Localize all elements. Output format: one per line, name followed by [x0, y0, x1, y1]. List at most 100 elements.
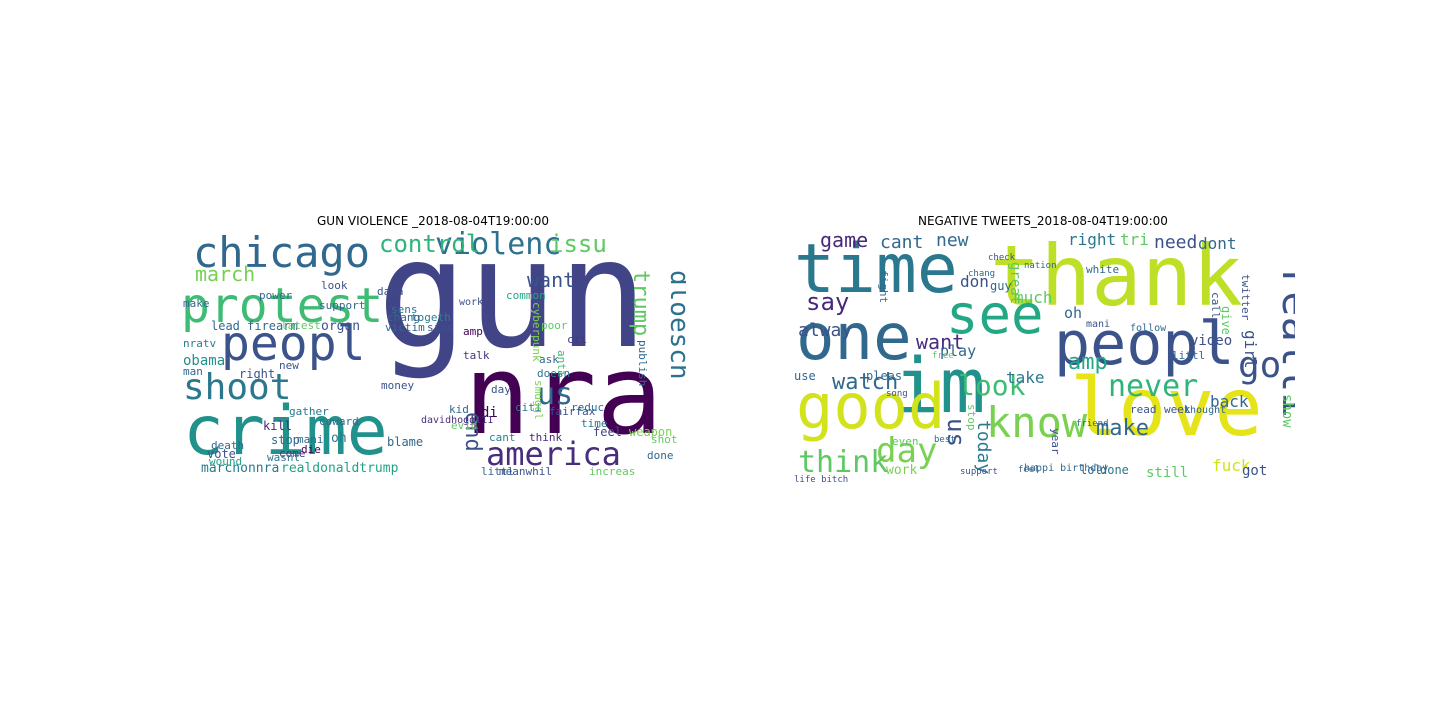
negative-tweets-word-28: tri [1120, 230, 1149, 249]
gun-violence-word-77: chang [387, 311, 421, 324]
negative-tweets-word-63: happi birthday [1024, 463, 1109, 474]
negative-tweets-word-12: never [1108, 369, 1199, 404]
negative-tweets-word-17: us [942, 418, 970, 447]
negative-tweets-word-42: thought [1184, 405, 1227, 416]
gun-violence-word-16: end [460, 412, 485, 452]
negative-tweets-word-25: cant [880, 232, 924, 253]
gun-violence-word-42: sinc [427, 321, 454, 334]
negative-tweets-word-69: free [932, 351, 954, 361]
gun-violence-word-74: support [319, 299, 366, 312]
gun-violence-word-56: man [183, 365, 203, 378]
negative-tweets-word-72: check [988, 253, 1016, 263]
gun-violence-word-34: cri [567, 333, 587, 346]
gun-violence-word-52: come [279, 447, 306, 460]
left-panel-title: GUN VIOLENCE _2018-08-04T19:00:00 [317, 214, 550, 228]
gun-violence-word-57: death [211, 439, 245, 452]
gun-violence-word-59: wasnt [267, 451, 301, 464]
negative-tweets-word-11: realli [1273, 266, 1295, 418]
negative-tweets-word-45: done [1100, 463, 1129, 477]
gun-violence-word-35: amp [463, 325, 483, 338]
negative-tweets-word-16: watch [832, 370, 899, 395]
negative-tweets-word-21: today [973, 420, 994, 475]
gun-violence-word-5: peopl [221, 316, 366, 372]
negative-tweets-word-7: see [946, 283, 1044, 346]
negative-tweets-word-49: year [1049, 428, 1062, 455]
negative-tweets-word-61: white [1086, 263, 1120, 276]
gun-violence-word-73: look [321, 279, 348, 292]
gun-violence-word-27: feel [593, 425, 622, 439]
negative-tweets-word-36: oh [1064, 304, 1083, 322]
negative-tweets-word-67: support [960, 467, 998, 477]
negative-tweets-word-22: want [916, 330, 965, 354]
gun-violence-word-33: talk [463, 349, 490, 362]
gun-violence-word-63: done [647, 449, 674, 462]
negative-tweets-word-27: right [1068, 230, 1117, 249]
gun-violence-word-61: meanwhil [499, 465, 552, 478]
gun-violence-word-28: weapon [629, 425, 673, 439]
negative-tweets-word-59: call [1209, 292, 1222, 319]
gun-violence-word-58: wound [209, 455, 243, 468]
gun-violence-word-79: kid [449, 403, 469, 416]
negative-tweets-word-54: use [794, 369, 816, 383]
gun-violence-word-51: die [301, 443, 321, 456]
gun-violence-word-25: blame [387, 435, 424, 449]
negative-tweets-word-66: best [934, 435, 956, 445]
gun-violence-word-55: nratv [183, 337, 217, 350]
gun-violence-word-65: publish [636, 340, 649, 387]
gun-violence-word-64: shot [651, 433, 678, 446]
gun-violence-word-22: stop [271, 433, 300, 447]
gun-violence-word-30: citi [515, 401, 542, 414]
negative-tweets-word-51: don [960, 272, 989, 291]
negative-tweets-word-47: got [1242, 463, 1268, 479]
gun-violence-word-69: smuggl [532, 380, 545, 420]
negative-tweets-word-46: still [1146, 465, 1189, 481]
negative-tweets-word-6: peopl [1054, 309, 1235, 379]
gun-violence-word-cloud: gun nra crime protest chicago peopl shoot ameri… [181, 230, 686, 482]
negative-tweets-word-33: back [1210, 392, 1249, 411]
negative-tweets-word-23: alway [798, 320, 853, 341]
negative-tweets-word-24: game [820, 230, 869, 252]
negative-tweets-word-55: work [886, 463, 918, 478]
gun-violence-word-67: ask [539, 353, 559, 366]
gun-violence-word-13: want [527, 268, 576, 292]
gun-violence-word-37: latest [281, 319, 321, 332]
gun-violence-word-43: common [506, 289, 546, 302]
negative-tweets-word-35: girl [1241, 330, 1260, 369]
gun-violence-word-45: poor [541, 319, 568, 332]
negative-tweets-word-18: make [1096, 416, 1149, 441]
gun-violence-word-76: dana [377, 285, 404, 298]
gun-violence-word-29: think [529, 431, 563, 444]
gun-violence-word-9: control [379, 230, 481, 258]
gun-violence-word-23: oh [331, 431, 347, 446]
gun-violence-word-54: money [381, 379, 415, 392]
negative-tweets-word-73: nation [1024, 261, 1057, 271]
negative-tweets-word-32: take [1006, 368, 1045, 387]
negative-tweets-word-15: say [806, 288, 850, 316]
gun-violence-word-48: davidhogg111 [421, 415, 494, 426]
negative-tweets-word-14: think [798, 445, 889, 480]
gun-violence-word-62: increas [589, 465, 636, 478]
gun-violence-word-78: new [279, 359, 299, 372]
gun-violence-word-0: gun [377, 230, 648, 382]
negative-tweets-word-60: give [1219, 306, 1233, 335]
gun-violence-word-2: crime [183, 392, 388, 471]
negative-tweets-word-50: much [1014, 288, 1053, 307]
gun-violence-word-6: shoot [183, 367, 292, 408]
gun-violence-word-49: gather [289, 405, 329, 418]
gun-violence-word-39: victim [385, 321, 425, 334]
gun-violence-word-70: fairfax [549, 405, 596, 418]
gun-violence-word-1: nra [464, 331, 663, 459]
negative-tweets-word-13: look [958, 369, 1026, 402]
gun-violence-word-8: violenc [435, 230, 562, 262]
gun-violence-word-12: march [195, 262, 256, 286]
negative-tweets-word-58: fight [877, 270, 890, 304]
negative-tweets-word-0: thank [990, 230, 1243, 325]
gun-violence-word-14: trump [628, 270, 653, 337]
gun-violence-word-31: reduc [571, 401, 605, 414]
gun-violence-word-7: america [486, 435, 621, 473]
gun-violence-word-40: sens [391, 303, 418, 316]
gun-violence-word-66: day [491, 383, 511, 396]
gun-violence-word-18: marchonnra [201, 461, 280, 476]
gun-violence-word-19: realdonaldtrump [281, 461, 399, 476]
negative-tweets-word-26: new [936, 230, 969, 251]
